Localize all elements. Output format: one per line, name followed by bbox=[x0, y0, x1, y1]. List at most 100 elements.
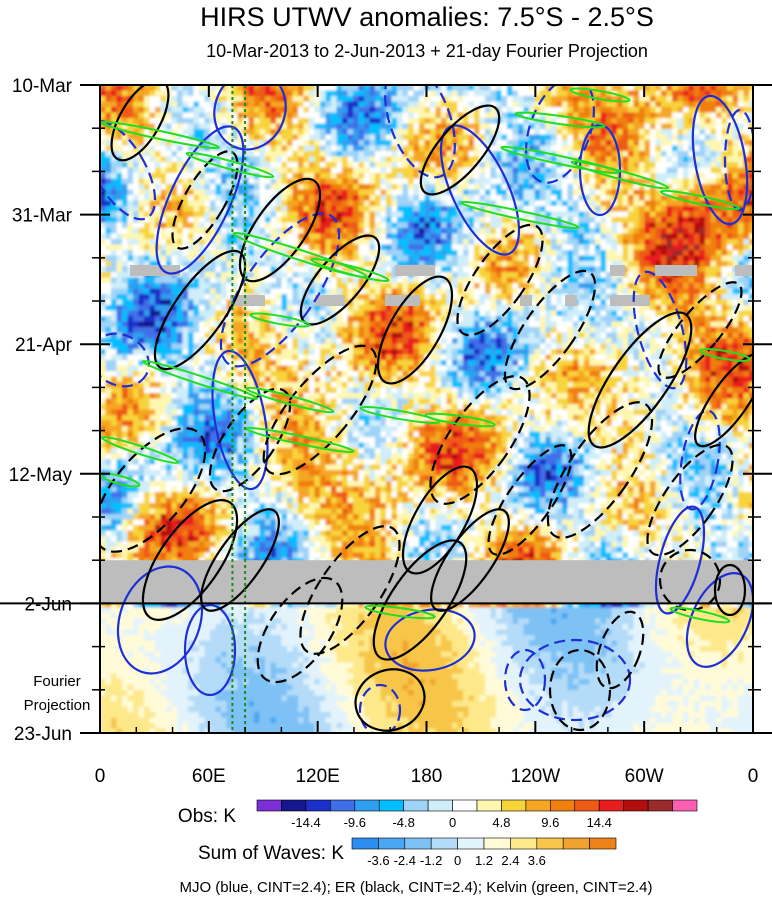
y-tick-label: 23-Jun bbox=[14, 724, 72, 745]
colorbar-swatch bbox=[281, 799, 307, 812]
y-axis: 10-Mar 31-Mar 21-Apr 12-May 2-Jun 23-Jun bbox=[9, 76, 772, 745]
colorbar-swatch bbox=[483, 837, 511, 850]
colorbar-swatch bbox=[501, 799, 527, 812]
er-contour bbox=[419, 104, 501, 196]
colorbar-swatch bbox=[330, 799, 356, 812]
colorbar-swatch bbox=[550, 799, 576, 812]
er-contour bbox=[430, 508, 510, 612]
kelvin-contour bbox=[569, 87, 631, 103]
missing-patch bbox=[655, 265, 697, 276]
x-tick-label: 0 bbox=[95, 766, 106, 787]
mjo-contour bbox=[679, 409, 721, 511]
kelvin-contour bbox=[185, 151, 275, 179]
x-axis: 0 60E 120E 180 120W 60W 0 bbox=[95, 85, 759, 787]
colorbar-swatch bbox=[378, 837, 406, 850]
x-tick-label: 180 bbox=[411, 766, 443, 787]
mjo-contour bbox=[211, 349, 269, 491]
mjo-contour bbox=[155, 125, 245, 275]
colorbar-swatch bbox=[256, 799, 282, 812]
missing-patch bbox=[230, 295, 265, 306]
kelvin-contour bbox=[669, 606, 731, 624]
kelvin-contour bbox=[500, 145, 620, 175]
x-tick-label: 0 bbox=[748, 766, 759, 787]
mjo-contour bbox=[723, 108, 753, 212]
colorbar-tick-label: 3.6 bbox=[528, 853, 546, 868]
colorbar-tick-label: -14.4 bbox=[291, 815, 321, 830]
er-contour bbox=[713, 563, 747, 617]
colorbar-swatch bbox=[378, 799, 404, 812]
mjo-contour bbox=[632, 270, 688, 390]
kelvin-contour bbox=[232, 231, 368, 279]
obs-colorbar-label: Obs: K bbox=[178, 806, 236, 827]
colorbar-tick-label: 0 bbox=[449, 815, 456, 830]
er-contour bbox=[546, 401, 654, 539]
colorbar-swatch bbox=[351, 837, 379, 850]
mjo-contour bbox=[100, 332, 150, 388]
mjo-contour bbox=[503, 648, 547, 712]
reference-lines bbox=[231, 85, 247, 733]
missing-patch bbox=[315, 295, 345, 306]
mjo-contour bbox=[183, 603, 237, 697]
colorbar-tick-label: 1.2 bbox=[475, 853, 493, 868]
kelvin-contour bbox=[570, 160, 670, 190]
er-contour bbox=[262, 344, 378, 476]
kelvin-contour bbox=[245, 386, 335, 414]
kelvin-contour bbox=[699, 348, 751, 362]
colorbar-swatch bbox=[510, 837, 538, 850]
er-contour bbox=[100, 427, 207, 553]
colorbar-swatch bbox=[525, 799, 551, 812]
kelvin-contour bbox=[514, 111, 606, 129]
missing-patch bbox=[610, 295, 650, 306]
kelvin-contour bbox=[245, 426, 355, 454]
colorbar-tick-label: -4.8 bbox=[392, 815, 414, 830]
wave-contours bbox=[100, 85, 753, 733]
colorbar-tick-label: 0 bbox=[454, 853, 461, 868]
missing-patch bbox=[130, 265, 180, 276]
colorbar-tick-label: 4.8 bbox=[492, 815, 510, 830]
chart-subtitle: 10-Mar-2013 to 2-Jun-2013 + 21-day Fouri… bbox=[206, 41, 648, 61]
missing-patch bbox=[395, 265, 435, 276]
mjo-contour bbox=[116, 565, 204, 675]
er-contour bbox=[372, 539, 468, 661]
x-tick-label: 120E bbox=[295, 766, 339, 787]
missing-patch bbox=[735, 265, 753, 276]
kelvin-contour bbox=[359, 406, 441, 424]
kelvin-contour bbox=[100, 436, 180, 464]
er-contour bbox=[646, 443, 734, 557]
mjo-contour bbox=[213, 85, 287, 151]
plot-area bbox=[100, 85, 753, 733]
colorbar-swatch bbox=[598, 799, 624, 812]
er-contour bbox=[256, 576, 344, 684]
mjo-contour bbox=[384, 608, 476, 672]
missing-patch bbox=[385, 295, 420, 306]
x-tick-label: 60W bbox=[625, 766, 664, 787]
kelvin-contour bbox=[460, 200, 580, 230]
colorbar-tick-label: 9.6 bbox=[541, 815, 559, 830]
er-contour bbox=[376, 275, 454, 385]
er-contour bbox=[153, 249, 247, 371]
colorbar-swatch bbox=[562, 837, 590, 850]
projection-label-line2: Projection bbox=[24, 697, 91, 714]
kelvin-contour bbox=[364, 604, 436, 620]
waves-colorbar: -3.6 -2.4 -1.2 0 1.2 2.4 3.6 bbox=[351, 837, 617, 868]
y-tick-label: 2-Jun bbox=[24, 594, 72, 615]
er-contour bbox=[595, 610, 645, 690]
colorbar-tick-label: -3.6 bbox=[367, 853, 389, 868]
mjo-contour bbox=[384, 85, 456, 179]
colorbar-swatch bbox=[404, 837, 432, 850]
er-contour bbox=[299, 525, 401, 655]
er-contour bbox=[401, 465, 479, 575]
kelvin-contour bbox=[249, 312, 311, 328]
colorbar-swatch bbox=[452, 799, 478, 812]
er-contour bbox=[548, 648, 612, 732]
er-contour bbox=[141, 499, 239, 621]
colorbar-tick-label: -2.4 bbox=[394, 853, 416, 868]
y-tick-label: 10-Mar bbox=[12, 76, 73, 97]
colorbar-swatch bbox=[574, 799, 600, 812]
obs-colorbar: -14.4 -9.6 -4.8 0 4.8 9.6 14.4 bbox=[256, 799, 698, 830]
kelvin-contour bbox=[424, 412, 496, 428]
y-tick-label: 21-Apr bbox=[15, 335, 73, 356]
colorbar-swatch bbox=[623, 799, 649, 812]
er-contour bbox=[171, 150, 239, 250]
